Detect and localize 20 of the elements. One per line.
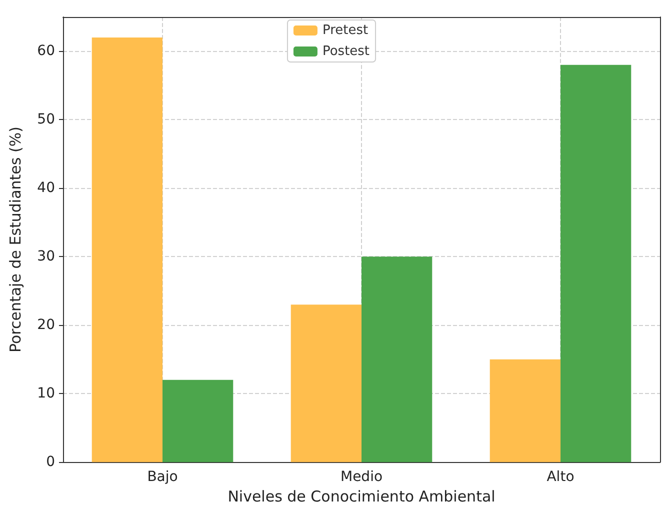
y-tick-label: 60 (37, 43, 55, 60)
y-tick-label: 20 (37, 317, 55, 334)
x-axis-title: Niveles de Conocimiento Ambiental (228, 488, 496, 506)
bar (290, 304, 362, 462)
bar (560, 64, 632, 462)
y-tick-label: 0 (46, 454, 55, 470)
y-tick-label: 40 (37, 180, 55, 196)
y-tick-label: 10 (37, 386, 55, 402)
legend-label: Postest (322, 44, 370, 59)
y-tick-label: 50 (37, 112, 55, 128)
bar (162, 380, 234, 462)
x-tick-label: Bajo (147, 469, 178, 486)
y-axis-title: Porcentaje de Estudiantes (%) (6, 126, 24, 353)
bar (362, 256, 432, 462)
legend-label: Pretest (322, 23, 368, 38)
x-tick-label: Medio (340, 469, 383, 486)
bar (490, 359, 560, 462)
bar (92, 38, 162, 462)
y-tick-label: 30 (37, 248, 55, 265)
x-tick-label: Alto (546, 469, 574, 486)
